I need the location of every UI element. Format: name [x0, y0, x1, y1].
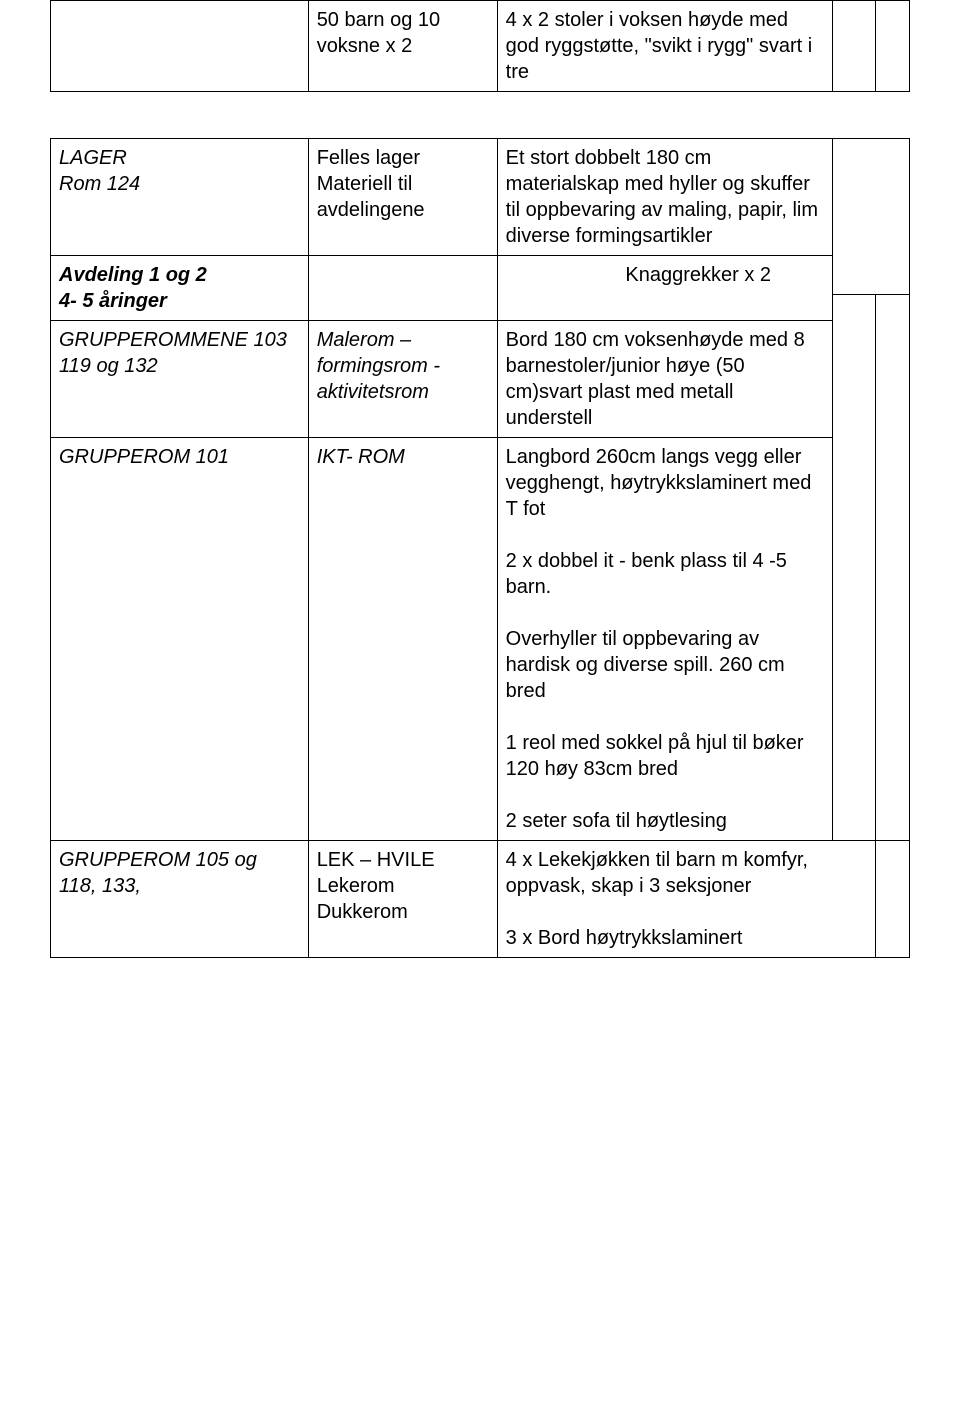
- table-row: GRUPPEROM 101 IKT- ROM Langbord 260cm la…: [51, 438, 910, 841]
- cell-empty: [875, 841, 909, 958]
- cell-empty: [51, 1, 309, 92]
- cell-capacity: 50 barn og 10 voksne x 2: [308, 1, 497, 92]
- table-row: 50 barn og 10 voksne x 2 4 x 2 stoler i …: [51, 1, 910, 92]
- cell-empty: [308, 256, 497, 321]
- table-row: GRUPPEROM 105 og 118, 133, LEK – HVILE L…: [51, 841, 910, 958]
- cell-empty: [832, 1, 875, 92]
- cell-type: Felles lager Materiell til avdelingene: [308, 139, 497, 256]
- cell-room: LAGER Rom 124: [51, 139, 309, 256]
- cell-desc: Bord 180 cm voksenhøyde med 8 barnestole…: [497, 321, 832, 438]
- cell-type: IKT- ROM: [308, 438, 497, 841]
- page-container: 50 barn og 10 voksne x 2 4 x 2 stoler i …: [0, 0, 960, 1008]
- cell-section: Avdeling 1 og 2 4- 5 åringer: [51, 256, 309, 321]
- cell-empty: [875, 294, 909, 841]
- cell-empty: [832, 294, 875, 841]
- cell-empty: [497, 256, 617, 295]
- cell-desc: Knaggrekker x 2: [617, 256, 832, 295]
- cell-type: Malerom – formingsrom - aktivitetsrom: [308, 321, 497, 438]
- table-row: Avdeling 1 og 2 4- 5 åringer Knaggrekker…: [51, 256, 910, 295]
- cell-room: GRUPPEROMMENE 103 119 og 132: [51, 321, 309, 438]
- cell-desc: 4 x 2 stoler i voksen høyde med god rygg…: [497, 1, 832, 92]
- cell-desc: Et stort dobbelt 180 cm materialskap med…: [497, 139, 832, 256]
- cell-room: GRUPPEROM 101: [51, 438, 309, 841]
- gap: [50, 92, 910, 138]
- table-row: GRUPPEROMMENE 103 119 og 132 Malerom – f…: [51, 321, 910, 438]
- table-2: LAGER Rom 124 Felles lager Materiell til…: [50, 138, 910, 958]
- cell-room: GRUPPEROM 105 og 118, 133,: [51, 841, 309, 958]
- cell-empty: [875, 1, 909, 92]
- cell-empty: [497, 294, 832, 321]
- table-row: LAGER Rom 124 Felles lager Materiell til…: [51, 139, 910, 256]
- table-1: 50 barn og 10 voksne x 2 4 x 2 stoler i …: [50, 0, 910, 92]
- cell-desc: 4 x Lekekjøkken til barn m komfyr, oppva…: [497, 841, 875, 958]
- cell-empty: [832, 139, 909, 295]
- cell-desc: Langbord 260cm langs vegg eller veggheng…: [497, 438, 832, 841]
- cell-type: LEK – HVILE Lekerom Dukkerom: [308, 841, 497, 958]
